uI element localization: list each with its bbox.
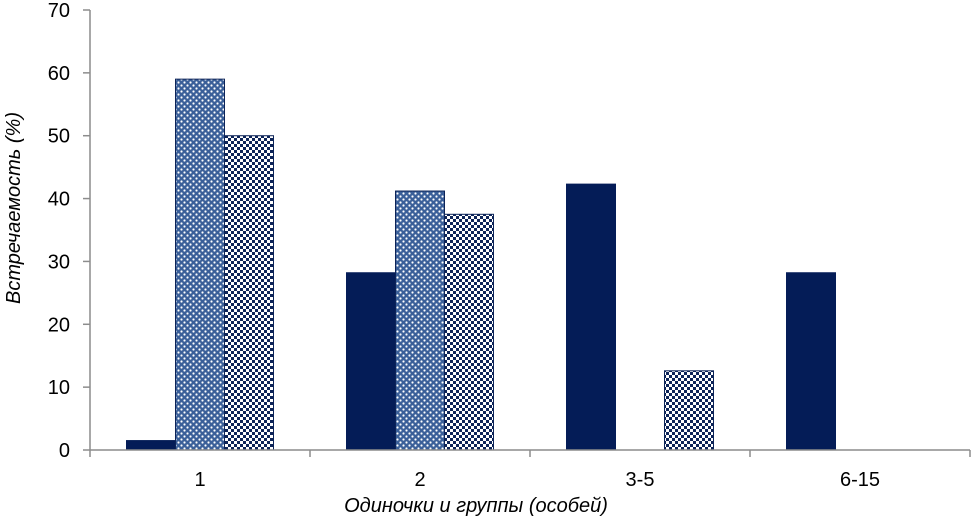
- y-tick-label: 60: [48, 63, 70, 85]
- bar-series-1-2: [346, 272, 396, 451]
- bar-series-3-1: [224, 135, 274, 451]
- y-tick-label: 40: [48, 189, 70, 211]
- bars-group: [126, 78, 836, 451]
- bar-series-2-1: [175, 78, 225, 451]
- x-ticks-group: 1 2 3-5 6-15: [89, 450, 971, 491]
- y-tick-label: 10: [48, 377, 70, 399]
- y-tick-label: 70: [48, 0, 70, 22]
- y-tick-label: 0: [59, 440, 70, 462]
- x-tick-label: 6-15: [840, 469, 880, 491]
- bar-series-1-3-5: [566, 183, 616, 451]
- y-tick-label: 30: [48, 251, 70, 273]
- y-tick-label: 50: [48, 126, 70, 148]
- bar-series-2-2: [395, 190, 445, 451]
- x-axis-title: Одиночки и группы (особей): [344, 495, 608, 517]
- y-axis-title: Встречаемость (%): [3, 112, 25, 304]
- bar-series-1-1: [126, 440, 176, 451]
- bar-series-3-2: [444, 213, 494, 451]
- x-tick-label: 1: [194, 469, 205, 491]
- y-tick-label: 20: [48, 314, 70, 336]
- bar-series-3-3-5: [664, 370, 714, 451]
- x-tick-label: 2: [414, 469, 425, 491]
- y-ticks-group: 0 10 20 30 40 50 60 70: [48, 0, 90, 462]
- bar-series-1-6-15: [786, 272, 836, 451]
- x-tick-label: 3-5: [626, 469, 655, 491]
